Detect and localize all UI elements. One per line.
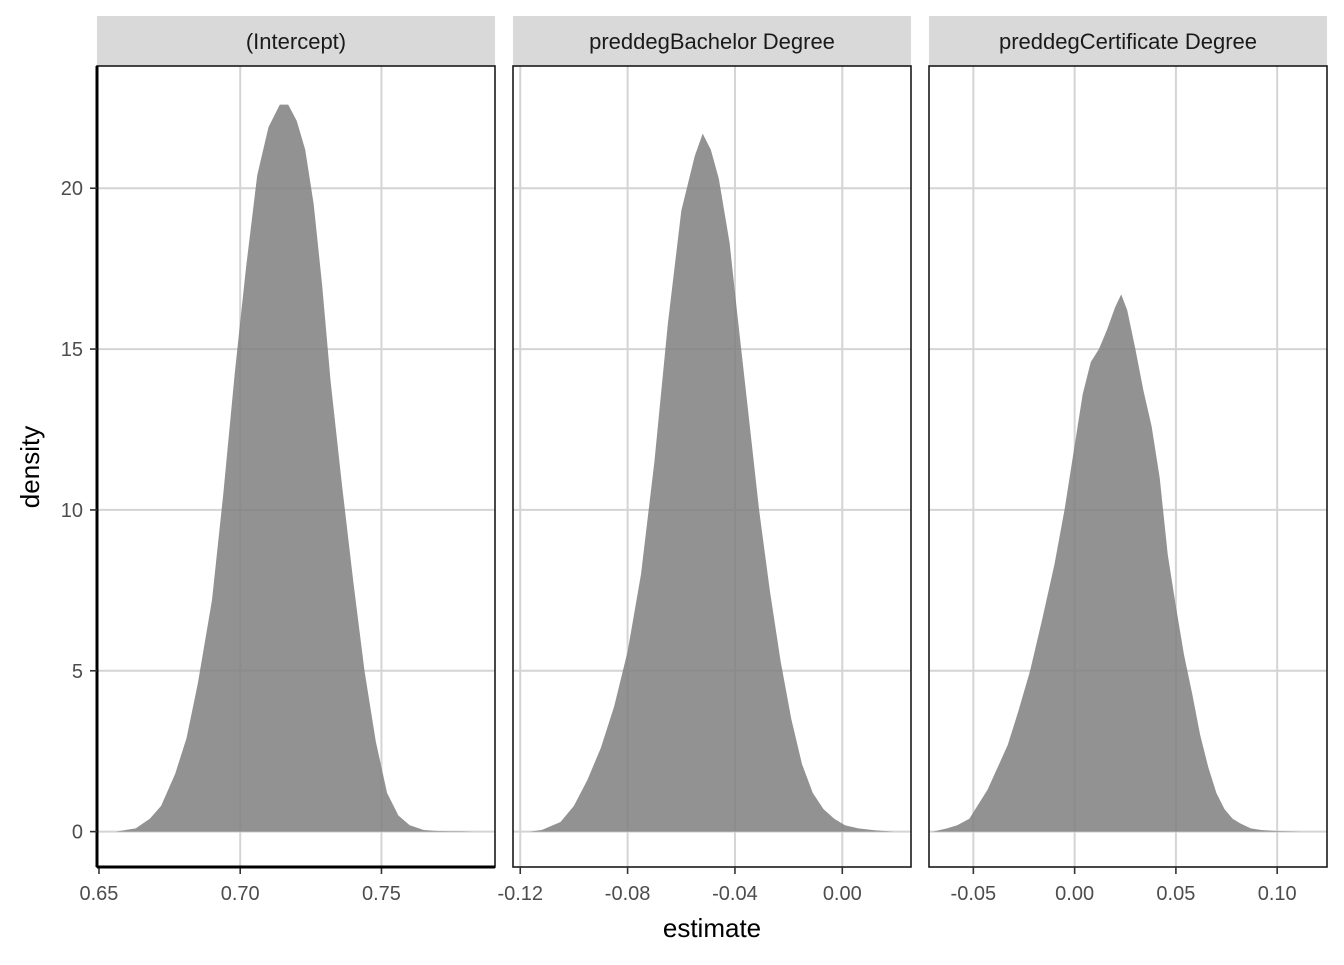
panel-2: preddegBachelor Degree -0.12 -0.08 -0.04 0.0… bbox=[497, 16, 912, 905]
density-area bbox=[115, 104, 475, 832]
panels-layer: (Intercept) 0.65 0.70 0.75 preddegBachelor D… bbox=[80, 16, 1328, 905]
x-tick-label: 0.75 bbox=[362, 883, 401, 905]
x-tick-label: 0.00 bbox=[1055, 883, 1094, 905]
strip-background bbox=[97, 16, 495, 66]
y-axis-title: density bbox=[15, 426, 45, 508]
x-tick-label: -0.04 bbox=[712, 883, 758, 905]
x-tick-label: 0.05 bbox=[1156, 883, 1195, 905]
strip-label: preddegBachelor Degree bbox=[589, 29, 835, 54]
density-area bbox=[529, 133, 894, 832]
panel-1: (Intercept) 0.65 0.70 0.75 bbox=[80, 16, 496, 905]
axis-layer: 0 5 10 15 20 bbox=[61, 66, 495, 869]
y-tick-label: 20 bbox=[61, 178, 83, 200]
x-tick-label: -0.05 bbox=[951, 883, 997, 905]
strip-label: (Intercept) bbox=[246, 29, 346, 54]
strip-background bbox=[929, 16, 1327, 66]
strip-label: preddegCertificate Degree bbox=[999, 29, 1257, 54]
y-tick-label: 0 bbox=[72, 822, 83, 844]
density-area bbox=[932, 294, 1302, 832]
panel-border bbox=[928, 65, 1328, 868]
y-tick-label: 10 bbox=[61, 500, 83, 522]
y-tick-label: 15 bbox=[61, 339, 83, 361]
y-tick-label: 5 bbox=[72, 661, 83, 683]
x-tick-label: 0.00 bbox=[823, 883, 862, 905]
x-tick-label: 0.65 bbox=[80, 883, 119, 905]
x-tick-label: 0.70 bbox=[221, 883, 260, 905]
x-tick-label: 0.10 bbox=[1258, 883, 1297, 905]
x-tick-label: -0.12 bbox=[497, 883, 543, 905]
panel-border bbox=[512, 65, 912, 868]
strip-background bbox=[513, 16, 911, 66]
x-axis-title: estimate bbox=[663, 913, 761, 943]
x-tick-label: -0.08 bbox=[605, 883, 651, 905]
panel-3: preddegCertificate Degree -0.05 0.00 0.05 0.… bbox=[928, 16, 1328, 905]
